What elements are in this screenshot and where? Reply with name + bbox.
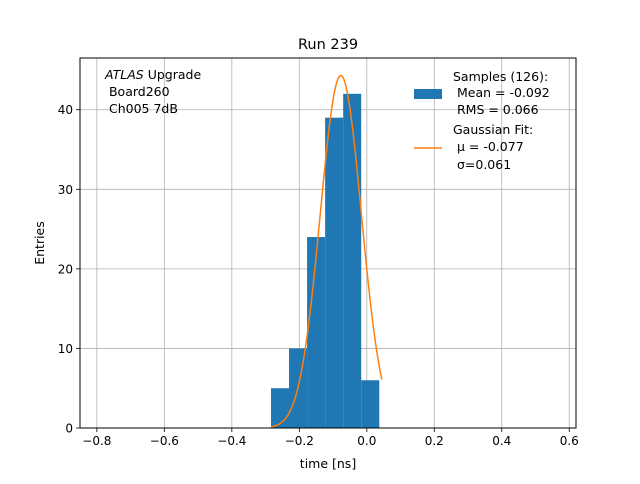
gaussian-fit-curve [270, 74, 383, 428]
y-tick-label: 40 [58, 103, 73, 117]
atlas-label: ATLAS [104, 67, 144, 82]
x-tick-label: 0.0 [357, 434, 376, 448]
legend-samples-label: Samples (126): [453, 69, 548, 84]
board-label: Board260 [105, 84, 170, 99]
y-tick-label: 20 [58, 262, 73, 276]
x-tick-label: 0.2 [425, 434, 444, 448]
y-tick-label: 0 [65, 422, 73, 436]
grid-lines [80, 58, 576, 429]
histogram-bar [361, 380, 380, 428]
axes-frame [79, 57, 577, 429]
y-tick-label: 30 [58, 183, 73, 197]
channel-label: Ch005 7dB [105, 101, 178, 116]
legend-fit-label: Gaussian Fit: [453, 122, 533, 137]
legend-swatch-samples [414, 89, 442, 99]
histogram-bar [307, 237, 326, 428]
legend-sigma: σ=0.061 [453, 157, 511, 172]
x-tick-label: −0.4 [217, 434, 246, 448]
x-tick-label: −0.6 [150, 434, 179, 448]
upgrade-label: Upgrade [144, 67, 202, 82]
chart-title: Run 239 [298, 37, 358, 53]
histogram-bar [270, 388, 290, 428]
atlas-annotation: ATLAS Upgrade Board260 Ch005 7dB [104, 67, 201, 116]
legend-mean: Mean = -0.092 [453, 85, 550, 100]
x-axis-label: time [ns] [300, 456, 356, 471]
x-tick-label: 0.4 [492, 434, 511, 448]
y-axis-label: Entries [32, 221, 47, 265]
histogram-bars [270, 93, 380, 428]
y-tick-label: 10 [58, 342, 73, 356]
legend-mu: μ = -0.077 [453, 139, 524, 154]
x-axis-ticks: −0.8 −0.6 −0.4 −0.2 0.0 0.2 0.4 0.6 [82, 428, 579, 448]
svg-text:ATLAS Upgrade: ATLAS Upgrade [104, 67, 201, 82]
legend-rms: RMS = 0.066 [453, 102, 539, 117]
histogram-bar [325, 117, 344, 428]
histogram-bar [343, 93, 362, 428]
y-axis-ticks: 0 10 20 30 40 [58, 103, 80, 436]
legend: Samples (126): Mean = -0.092 RMS = 0.066… [414, 69, 550, 172]
x-tick-label: 0.6 [560, 434, 579, 448]
x-tick-label: −0.2 [285, 434, 314, 448]
x-tick-label: −0.8 [82, 434, 111, 448]
